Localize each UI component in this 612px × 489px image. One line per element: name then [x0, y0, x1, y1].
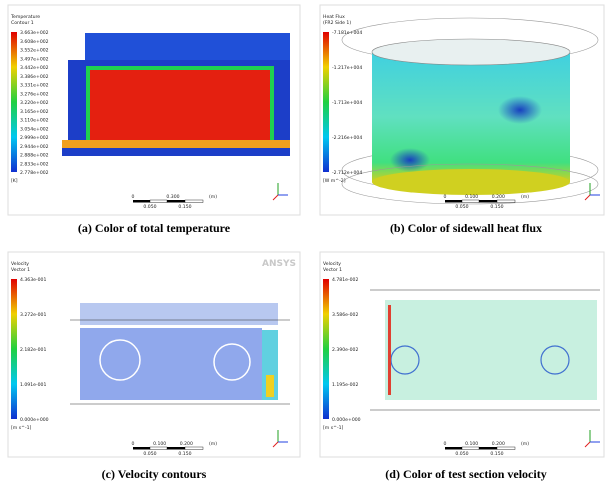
legend-unit: [W m^-2]	[323, 178, 346, 184]
test-section-velocity	[370, 290, 600, 410]
scale-label: (m)	[209, 441, 217, 447]
legend-title: Velocity	[323, 261, 341, 267]
scale-bar-seg	[185, 447, 203, 450]
legend-label: 3.331e+002	[20, 83, 49, 89]
scale-label: 0.100	[465, 194, 478, 200]
legend-unit: [m s^-1]	[323, 425, 344, 431]
legend-subtitle: Contour 1	[11, 20, 34, 26]
scale-label: 0.150	[178, 204, 191, 210]
figure: (a) Color of total temperature Temperatur…	[0, 0, 612, 489]
legend-unit: [K]	[11, 178, 18, 184]
scale-label: 0	[444, 194, 447, 200]
temperature-contour	[62, 33, 290, 156]
legend-label: 3.663e+002	[20, 30, 49, 36]
velocity-vectors	[70, 303, 290, 404]
legend-title: Heat Flux	[323, 14, 345, 20]
legend-label: 2.833e+002	[20, 161, 49, 167]
legend-label: 3.272e-001	[20, 312, 46, 318]
scale-label: 0.200	[492, 441, 505, 447]
scale-label: (m)	[521, 441, 529, 447]
scale-bar-seg	[185, 200, 203, 203]
legend-label: 1.195e-002	[332, 382, 358, 388]
legend-label: 3.497e+002	[20, 56, 49, 62]
scale-label: 0.300	[166, 194, 179, 200]
legend-label: 2.888e+002	[20, 153, 49, 159]
color-bar	[11, 279, 17, 419]
legend-label: 2.778e+002	[20, 170, 49, 176]
legend-label: -2.712e+004	[332, 170, 362, 176]
legend-label: 3.165e+002	[20, 109, 49, 115]
legend-label: -1.217e+004	[332, 65, 362, 71]
legend-label: 3.220e+002	[20, 100, 49, 106]
legend-label: 2.390e-002	[332, 347, 358, 353]
scale-bar-seg	[462, 447, 479, 450]
color-bar	[323, 32, 329, 172]
legend-label: 3.276e+002	[20, 91, 49, 97]
logo: ANSYS	[262, 259, 296, 269]
legend-label: 4.363e-001	[20, 277, 46, 283]
legend-label: -1.713e+004	[332, 100, 362, 106]
scale-label: 0	[132, 194, 135, 200]
caption: (b) Color of sidewall heat flux	[390, 221, 542, 235]
legend-label: -2.216e+004	[332, 135, 362, 141]
legend-label: 2.999e+002	[20, 135, 49, 141]
scale-label: 0.050	[455, 204, 468, 210]
scale-label: 0.050	[455, 451, 468, 457]
color-bar	[11, 32, 17, 172]
legend-label: 1.091e-001	[20, 382, 46, 388]
scale-label: 0.050	[143, 451, 156, 457]
legend-label: 3.442e+002	[20, 65, 49, 71]
legend-label: 2.182e-001	[20, 347, 46, 353]
caption: (d) Color of test section velocity	[385, 467, 546, 481]
scale-bar-seg	[150, 200, 167, 203]
scale-label: 0.200	[492, 194, 505, 200]
scale-bar-seg	[497, 447, 515, 450]
legend-label: 3.608e+002	[20, 39, 49, 45]
scale-label: 0.150	[490, 204, 503, 210]
scale-bar-seg	[150, 447, 167, 450]
scale-label: 0	[132, 441, 135, 447]
legend-label: 2.944e+002	[20, 144, 49, 150]
caption: (a) Color of total temperature	[78, 221, 231, 235]
scale-label: 0.100	[153, 441, 166, 447]
scale-label: (m)	[209, 194, 217, 200]
scale-label: (m)	[521, 194, 529, 200]
legend-label: 3.386e+002	[20, 74, 49, 80]
legend-subtitle: (FR2 Side 1)	[323, 20, 351, 26]
scale-label: 0.150	[490, 451, 503, 457]
scale-bar-seg	[497, 200, 515, 203]
legend-label: 0.000e+000	[332, 417, 361, 423]
caption: (c) Velocity contours	[102, 467, 207, 481]
scale-label: 0.050	[143, 204, 156, 210]
legend-title: Temperature	[10, 14, 40, 20]
legend-label: 3.586e-002	[332, 312, 358, 318]
scale-label: 0.150	[178, 451, 191, 457]
legend-label: 3.054e+002	[20, 126, 49, 132]
legend-subtitle: Vector 1	[323, 267, 342, 273]
legend-subtitle: Vector 1	[11, 267, 30, 273]
legend-label: 3.552e+002	[20, 48, 49, 54]
scale-label: 0.200	[180, 441, 193, 447]
legend-unit: [m s^-1]	[11, 425, 32, 431]
legend-label: -7.181e+004	[332, 30, 362, 36]
legend-label: 3.110e+002	[20, 118, 49, 124]
legend-label: 4.781e-002	[332, 277, 358, 283]
scale-label: 0.100	[465, 441, 478, 447]
scale-bar-seg	[462, 200, 479, 203]
scale-label: 0	[444, 441, 447, 447]
legend-label: 0.000e+000	[20, 417, 49, 423]
color-bar	[323, 279, 329, 419]
legend-title: Velocity	[11, 261, 29, 267]
